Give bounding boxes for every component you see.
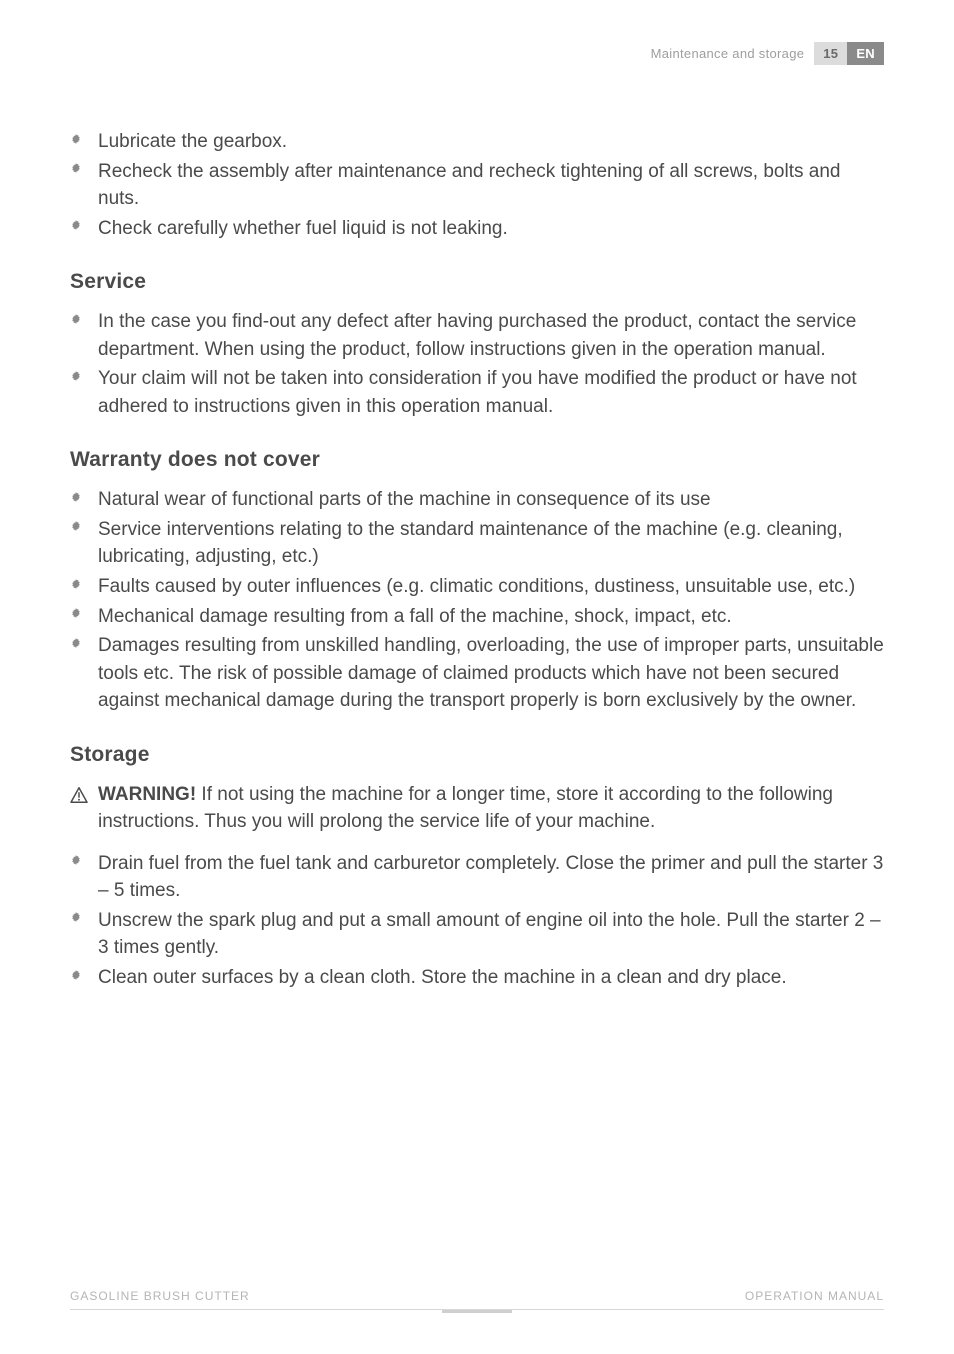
page-header: Maintenance and storage 15 EN [651,42,884,65]
footer-divider-accent [442,1310,512,1313]
warning-icon [70,787,88,803]
gear-icon [70,964,98,978]
list-item: Damages resulting from unskilled handlin… [70,632,884,715]
list-item-text: Clean outer surfaces by a clean cloth. S… [98,964,884,992]
list-item-text: Damages resulting from unskilled handlin… [98,632,884,715]
gear-icon [70,850,98,864]
warning-text: WARNING! If not using the machine for a … [98,781,884,836]
list-item: Recheck the assembly after maintenance a… [70,158,884,213]
list-item: Faults caused by outer influences (e.g. … [70,573,884,601]
list-item: Natural wear of functional parts of the … [70,486,884,514]
gear-icon [70,128,98,142]
list-item: Mechanical damage resulting from a fall … [70,603,884,631]
gear-icon [70,365,98,379]
footer-right: OPERATION MANUAL [745,1289,884,1303]
gear-icon [70,573,98,587]
list-item-text: Your claim will not be taken into consid… [98,365,884,420]
header-section: Maintenance and storage [651,46,805,61]
list-item: Clean outer surfaces by a clean cloth. S… [70,964,884,992]
bullet-list: In the case you find-out any defect afte… [70,308,884,420]
gear-icon [70,907,98,921]
bullet-list: Natural wear of functional parts of the … [70,486,884,714]
list-item-text: Recheck the assembly after maintenance a… [98,158,884,213]
list-item-text: Natural wear of functional parts of the … [98,486,884,514]
page-footer: GASOLINE BRUSH CUTTER OPERATION MANUAL [70,1289,884,1310]
warning-body: If not using the machine for a longer ti… [98,784,833,833]
list-item: In the case you find-out any defect afte… [70,308,884,363]
page-number: 15 [814,42,847,65]
gear-icon [70,158,98,172]
gear-icon [70,215,98,229]
list-item-text: Mechanical damage resulting from a fall … [98,603,884,631]
list-item: Lubricate the gearbox. [70,128,884,156]
section-heading: Service [70,270,884,294]
list-item-text: In the case you find-out any defect afte… [98,308,884,363]
list-item-text: Service interventions relating to the st… [98,516,884,571]
gear-icon [70,486,98,500]
list-item-text: Drain fuel from the fuel tank and carbur… [98,850,884,905]
list-item: Unscrew the spark plug and put a small a… [70,907,884,962]
list-item: Check carefully whether fuel liquid is n… [70,215,884,243]
gear-icon [70,516,98,530]
gear-icon [70,308,98,322]
list-item: Service interventions relating to the st… [70,516,884,571]
main-content: Lubricate the gearbox.Recheck the assemb… [70,128,884,992]
list-item-text: Unscrew the spark plug and put a small a… [98,907,884,962]
bullet-list: Lubricate the gearbox.Recheck the assemb… [70,128,884,242]
bullet-list: Drain fuel from the fuel tank and carbur… [70,850,884,992]
warning-label: WARNING! [98,784,196,805]
list-item-text: Lubricate the gearbox. [98,128,884,156]
section-heading: Storage [70,743,884,767]
warning-callout: WARNING! If not using the machine for a … [70,781,884,836]
list-item-text: Faults caused by outer influences (e.g. … [98,573,884,601]
gear-icon [70,603,98,617]
gear-icon [70,632,98,646]
list-item-text: Check carefully whether fuel liquid is n… [98,215,884,243]
section-heading: Warranty does not cover [70,448,884,472]
footer-left: GASOLINE BRUSH CUTTER [70,1289,250,1303]
list-item: Drain fuel from the fuel tank and carbur… [70,850,884,905]
list-item: Your claim will not be taken into consid… [70,365,884,420]
language-badge: EN [847,42,884,65]
